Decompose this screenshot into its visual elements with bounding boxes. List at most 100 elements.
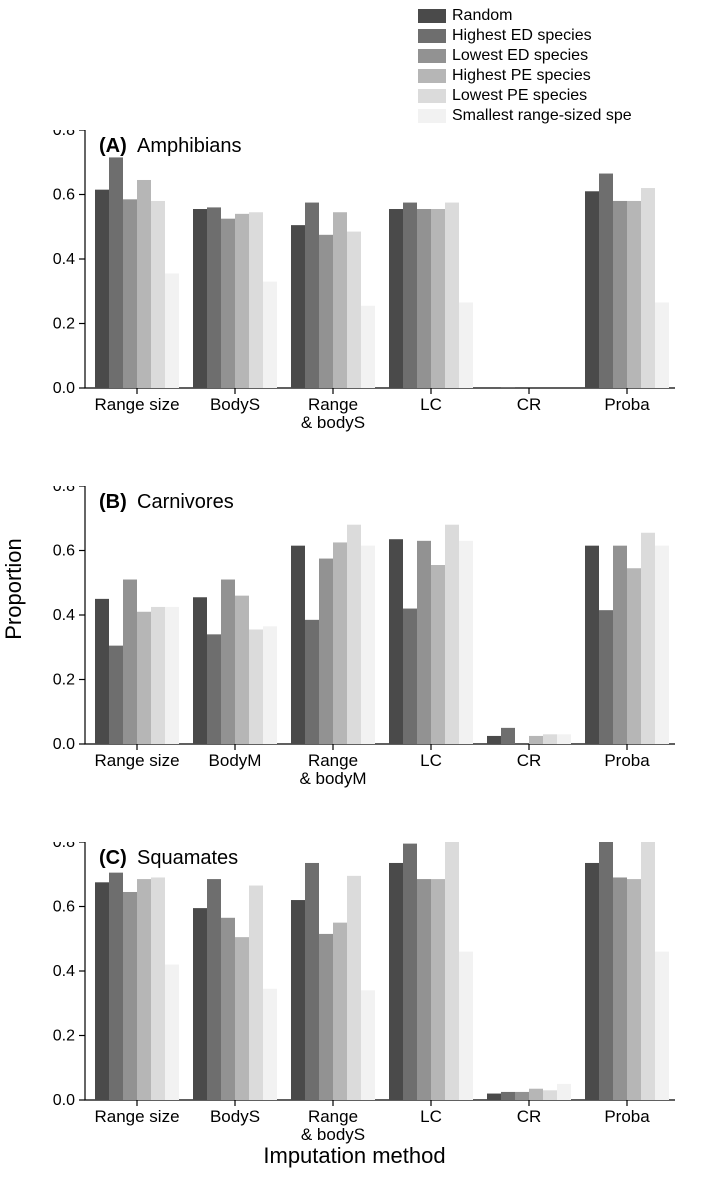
y-tick-label: 0.4 [53,963,75,980]
y-tick-label: 0.0 [53,736,75,753]
y-tick-label: 0.8 [53,130,75,139]
bar [655,952,669,1100]
bar [347,232,361,388]
group-label-line2: & bodyM [299,769,366,788]
bar [585,191,599,388]
bar [291,900,305,1100]
legend-label: Lowest ED species [452,46,588,66]
bar [641,188,655,388]
legend-label: Smallest range-sized spe [452,106,632,126]
bar [305,203,319,388]
bar [487,1094,501,1100]
bar [557,734,571,744]
legend-label: Highest ED species [452,26,592,46]
y-tick-label: 0.6 [53,543,75,560]
bar [389,539,403,744]
group-label: LC [420,395,442,414]
bar [263,989,277,1100]
group-label: Range size [94,751,179,770]
bar [459,541,473,744]
panel-letter: (C) [99,847,127,869]
group-label: LC [420,751,442,770]
y-tick-label: 0.4 [53,607,75,624]
bar [109,646,123,744]
bar [249,212,263,388]
bar [501,728,515,744]
bar [123,892,137,1100]
bar [137,180,151,388]
bar [95,599,109,744]
bar [613,201,627,388]
bar [501,387,515,388]
bar [403,844,417,1100]
bar [333,542,347,744]
bar [193,209,207,388]
bar [655,303,669,388]
bar [193,908,207,1100]
bar [263,626,277,744]
panel-wrapper: 0.00.20.40.60.8Range sizeBodySRange& bod… [40,842,685,1153]
group-label: Range size [94,395,179,414]
bar [431,209,445,388]
panel-letter: (B) [99,491,127,513]
group-label-line2: & bodyS [301,413,365,432]
legend-label: Lowest PE species [452,86,587,106]
bar [207,207,221,388]
bar [109,873,123,1100]
bar [431,879,445,1100]
bar [543,734,557,744]
bar [305,620,319,744]
legend-swatch [418,109,446,123]
y-tick-label: 0.8 [53,486,75,495]
bar [655,546,669,744]
bar [333,923,347,1100]
bar [599,842,613,1100]
group-label: BodyM [209,751,262,770]
bar [95,882,109,1100]
bar [249,886,263,1100]
legend-swatch [418,49,446,63]
bar [235,596,249,744]
bar [403,203,417,388]
bar [627,568,641,744]
bar [543,1090,557,1100]
legend-item: Highest ED species [418,26,632,46]
legend-item: Smallest range-sized spe [418,106,632,126]
bar [599,610,613,744]
bar [389,863,403,1100]
bar [487,736,501,744]
y-tick-label: 0.8 [53,842,75,851]
bar [291,546,305,744]
legend-item: Random [418,6,632,26]
group-label: Proba [604,1107,650,1126]
bar [137,879,151,1100]
bar [235,937,249,1100]
bar [417,879,431,1100]
bar [249,630,263,744]
bar [627,879,641,1100]
panel-svg: 0.00.20.40.60.8Range sizeBodyMRange& bod… [40,486,685,792]
y-axis-label: Proportion [1,538,27,640]
panel-wrapper: 0.00.20.40.60.8Range sizeBodyMRange& bod… [40,486,685,797]
panel-wrapper: 0.00.20.40.60.8Range sizeBodySRange& bod… [40,130,685,441]
bar [445,525,459,744]
bar [165,965,179,1100]
bar [445,842,459,1100]
group-label: Range [308,751,358,770]
y-tick-label: 0.6 [53,899,75,916]
legend-swatch [418,69,446,83]
bar [389,209,403,388]
bar [151,607,165,744]
legend-item: Lowest PE species [418,86,632,106]
group-label: CR [517,751,542,770]
bar [529,736,543,744]
group-label-line2: & bodyS [301,1125,365,1144]
bar [221,580,235,744]
bar [585,546,599,744]
group-label: Proba [604,395,650,414]
panel-title: Amphibians [137,135,242,157]
bar [417,541,431,744]
bar [319,235,333,388]
y-tick-label: 0.4 [53,251,75,268]
group-label: CR [517,1107,542,1126]
